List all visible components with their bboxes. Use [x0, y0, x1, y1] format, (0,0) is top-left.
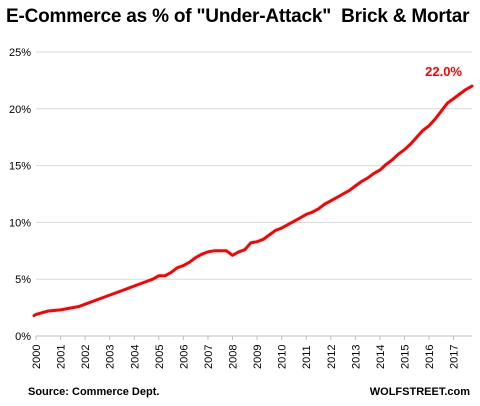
source-note: Source: Commerce Dept. [28, 386, 159, 398]
x-tick-label: 2016 [424, 345, 436, 369]
chart-title: E-Commerce as % of "Under-Attack" Brick … [6, 6, 470, 27]
x-tick-label: 2002 [80, 345, 92, 369]
brand-label: WOLFSTREET.com [370, 386, 470, 398]
x-tick-label: 2014 [375, 345, 387, 369]
grid-lines [36, 51, 472, 280]
x-tick-label: 2015 [399, 345, 411, 369]
x-tick-label: 2007 [203, 345, 215, 369]
y-tick-label: 15% [9, 161, 31, 173]
x-tick-label: 2004 [129, 345, 141, 369]
x-tick-label: 2017 [449, 345, 461, 369]
x-tick-label: 2013 [350, 345, 362, 369]
x-tick-label: 2010 [277, 345, 289, 369]
y-tick-label: 25% [9, 47, 31, 59]
end-value-label: 22.0% [425, 64, 462, 79]
x-tick-label: 2000 [31, 345, 43, 369]
x-tick-label: 2008 [228, 345, 240, 369]
y-tick-labels: 0% 5% 10% 15% 20% 25% [9, 47, 31, 343]
x-tick-label: 2001 [56, 345, 68, 369]
series-line [32, 84, 474, 318]
x-tick-labels: 2000 2001 2002 2003 2004 2005 2006 2007 2008 2009… [31, 345, 461, 369]
axes [35, 335, 472, 340]
x-tick-label: 2003 [105, 345, 117, 369]
x-tick-label: 2009 [252, 345, 264, 369]
y-tick-label: 0% [15, 331, 31, 343]
x-tick-label: 2011 [301, 345, 313, 369]
y-tick-label: 5% [15, 274, 31, 286]
x-tick-label: 2005 [154, 345, 166, 369]
x-tick-label: 2006 [178, 345, 190, 369]
x-tick-label: 2012 [326, 345, 338, 369]
y-tick-label: 10% [9, 217, 31, 229]
y-tick-label: 20% [9, 104, 31, 116]
